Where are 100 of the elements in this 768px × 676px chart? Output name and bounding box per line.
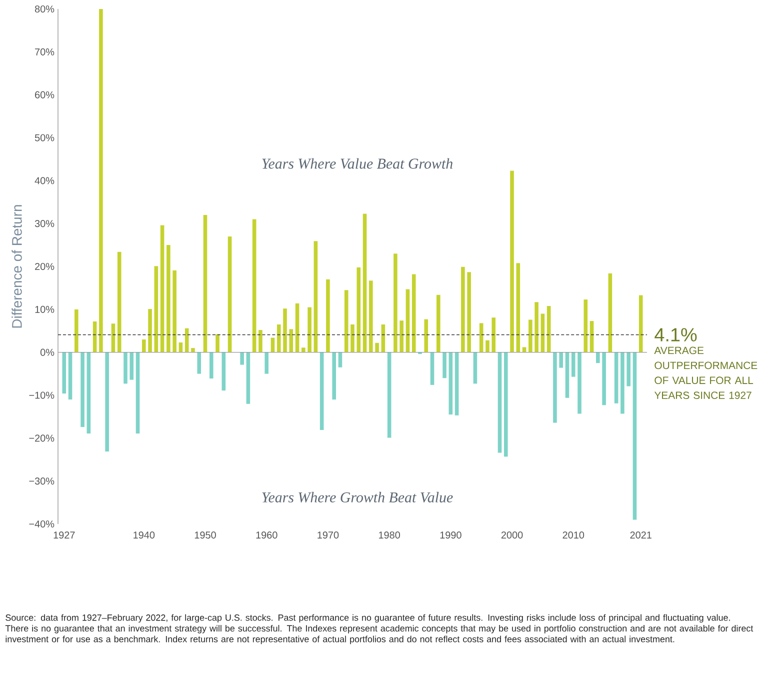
bar bbox=[375, 342, 379, 352]
bar bbox=[142, 339, 146, 352]
bar bbox=[289, 329, 294, 352]
bar bbox=[400, 320, 404, 352]
bar bbox=[148, 308, 152, 352]
y-tick-label: 0% bbox=[40, 348, 54, 356]
bar bbox=[92, 321, 97, 352]
bar bbox=[99, 8, 103, 352]
bar bbox=[222, 352, 226, 391]
bar bbox=[461, 266, 465, 352]
y-tick-label: 50% bbox=[34, 134, 54, 142]
bar bbox=[62, 352, 66, 394]
bar bbox=[608, 273, 612, 352]
x-tick-label: 1970 bbox=[318, 532, 339, 539]
bar bbox=[528, 320, 532, 352]
x-tick-label: 1990 bbox=[440, 532, 462, 539]
bar bbox=[638, 295, 643, 352]
x-tick-label: 2000 bbox=[501, 532, 523, 539]
y-tick-label: −40% bbox=[29, 520, 54, 528]
bar bbox=[295, 303, 300, 352]
x-tick-label: 2010 bbox=[562, 532, 584, 539]
bar bbox=[105, 352, 109, 452]
bar bbox=[479, 323, 484, 352]
bar bbox=[136, 352, 140, 434]
bar bbox=[356, 267, 361, 352]
x-tick-label: 1927 bbox=[54, 532, 75, 539]
bar bbox=[68, 352, 72, 400]
bar bbox=[362, 214, 367, 352]
bar bbox=[430, 352, 434, 385]
x-tick-label: 1950 bbox=[194, 532, 216, 539]
annotation: Years Where Value Beat Growth bbox=[262, 158, 452, 169]
bar bbox=[154, 266, 158, 352]
bar bbox=[264, 352, 269, 374]
bar bbox=[467, 272, 471, 352]
bar bbox=[308, 307, 312, 352]
bar bbox=[522, 347, 526, 352]
bar bbox=[166, 245, 170, 352]
x-tick-label: 2021 bbox=[630, 532, 652, 539]
bar bbox=[117, 252, 122, 352]
bar bbox=[160, 225, 164, 352]
bar bbox=[486, 340, 490, 352]
bar bbox=[344, 290, 348, 352]
bar bbox=[578, 352, 582, 414]
bar bbox=[283, 308, 287, 352]
bar bbox=[326, 279, 330, 352]
bar bbox=[394, 254, 398, 352]
bar bbox=[632, 352, 637, 520]
source-note: Source: data from 1927–February 2022, for large-cap U.S. stocks. Past performance is no guarantee of future results. Investing risks include loss of principal and fluctuating value. There is no guarantee that an investment strategy will be successful. The Indexes represent academic concepts that may be used in portfolio construction and are not available for direct investment or for use as a benchmark. Index returns are not representative of actual portfolios and do not reflect costs and fees associated with an actual investment. bbox=[5, 614, 754, 644]
bar bbox=[596, 352, 600, 364]
bar bbox=[540, 314, 545, 352]
bar bbox=[203, 214, 208, 352]
bar bbox=[602, 352, 606, 406]
bar bbox=[320, 352, 324, 430]
bar bbox=[565, 352, 570, 398]
x-tick-label: 1960 bbox=[256, 532, 278, 539]
bar bbox=[492, 318, 496, 352]
bar bbox=[387, 352, 392, 438]
y-tick-label: 80% bbox=[34, 5, 54, 13]
bar bbox=[436, 294, 440, 352]
y-axis-title: Difference of Return bbox=[12, 205, 22, 328]
bar bbox=[510, 170, 514, 352]
bar bbox=[516, 263, 520, 352]
bar bbox=[246, 352, 250, 404]
bar bbox=[276, 324, 281, 352]
bar bbox=[302, 348, 306, 352]
bar bbox=[124, 352, 128, 384]
bar bbox=[80, 352, 84, 428]
text: AVERAGE OUTPERFORMANCE OF VALUE FOR ALL YEARS SINCE 1927 bbox=[654, 346, 758, 399]
bar bbox=[332, 352, 336, 400]
bar bbox=[130, 352, 134, 380]
bar bbox=[314, 241, 318, 352]
bar bbox=[350, 324, 354, 352]
bar bbox=[216, 334, 220, 352]
bar bbox=[454, 352, 459, 416]
bar bbox=[559, 352, 563, 368]
bar bbox=[228, 236, 232, 352]
bar bbox=[240, 352, 244, 365]
bar bbox=[111, 324, 116, 352]
bar bbox=[473, 352, 478, 384]
bar bbox=[74, 309, 78, 352]
bar bbox=[424, 319, 428, 352]
bar bbox=[534, 302, 538, 352]
bar bbox=[369, 280, 373, 352]
bar bbox=[412, 274, 416, 352]
y-tick-label: 10% bbox=[35, 306, 54, 313]
y-tick-label: −10% bbox=[29, 392, 54, 399]
bar bbox=[406, 289, 410, 352]
bar bbox=[553, 352, 557, 423]
bar bbox=[584, 300, 588, 352]
y-tick-label: 20% bbox=[35, 262, 54, 270]
bar bbox=[209, 352, 214, 379]
bar bbox=[448, 352, 453, 415]
y-tick-label: 30% bbox=[34, 220, 54, 228]
bar bbox=[197, 352, 202, 374]
y-tick-label: 70% bbox=[35, 48, 54, 56]
bar bbox=[546, 306, 551, 352]
bar bbox=[626, 352, 630, 386]
bar bbox=[442, 352, 446, 378]
y-tick-label: 40% bbox=[34, 177, 54, 184]
x-tick-label: 1940 bbox=[134, 532, 155, 539]
